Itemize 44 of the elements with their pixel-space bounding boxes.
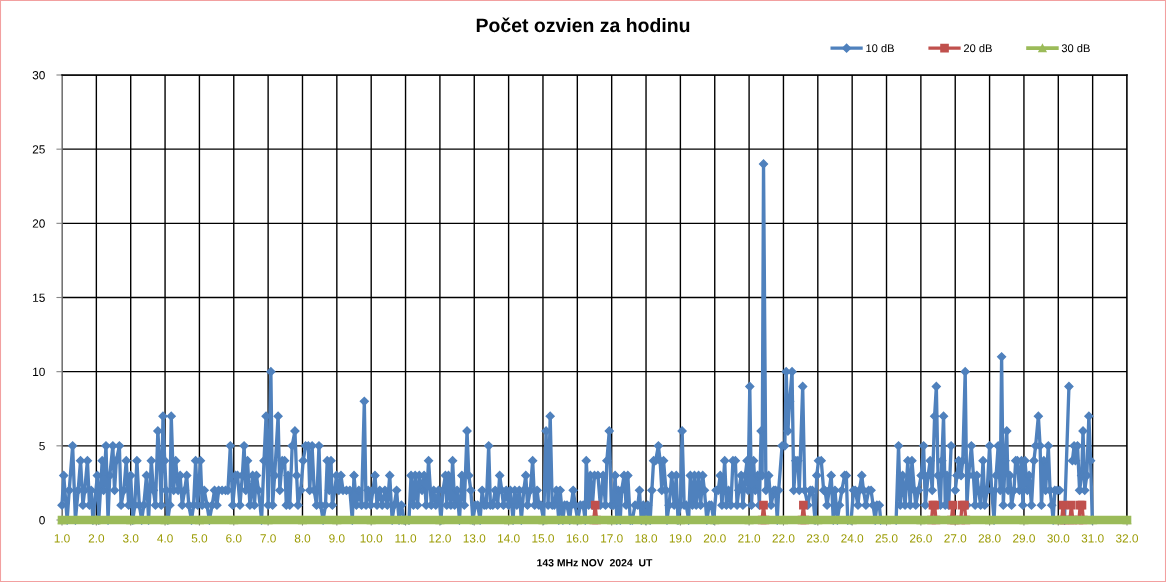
x-tick-label: 6.0 — [226, 534, 242, 543]
x-tick-label: 4.0 — [157, 534, 173, 543]
x-tick-label: 2.0 — [88, 534, 105, 543]
x-tick-label: 21.0 — [738, 534, 761, 543]
x-tick-label: 1.0 — [54, 534, 70, 543]
x-tick-label: 19.0 — [669, 534, 692, 543]
x-axis-title: 143 MHz NOV 2024 UT — [537, 559, 653, 567]
x-tick-label: 16.0 — [566, 534, 589, 543]
legend-label: 10 dB — [866, 44, 894, 53]
x-tick-label: 10.0 — [360, 534, 383, 543]
x-tick-label: 18.0 — [635, 534, 658, 543]
x-tick-label: 27.0 — [944, 534, 967, 543]
x-tick-label: 5.0 — [191, 534, 208, 543]
x-tick-label: 32.0 — [1115, 534, 1139, 543]
x-tick-label: 12.0 — [429, 534, 451, 543]
x-tick-label: 14.0 — [498, 534, 520, 543]
x-tick-label: 11.0 — [395, 534, 417, 543]
x-tick-label: 28.0 — [978, 534, 1001, 543]
y-tick-label: 25 — [32, 145, 45, 154]
y-tick-label: 15 — [33, 293, 45, 302]
y-tick-label: 10 — [33, 367, 45, 377]
y-tick-label: 20 — [32, 219, 45, 228]
x-tick-label: 3.0 — [122, 534, 139, 543]
x-tick-label: 26.0 — [909, 534, 932, 543]
chart-title: Počet ozvien za hodinu — [476, 17, 690, 33]
x-tick-label: 29.0 — [1013, 534, 1035, 543]
legend-label: 30 dB — [1061, 44, 1090, 53]
x-tick-label: 30.0 — [1047, 534, 1070, 543]
legend-label: 20 dB — [963, 44, 992, 53]
x-tick-label: 24.0 — [841, 534, 864, 543]
x-tick-label: 17.0 — [601, 534, 623, 543]
x-tick-label: 22.0 — [772, 534, 795, 543]
x-tick-label: 20.0 — [703, 534, 726, 543]
x-tick-label: 31.0 — [1081, 534, 1104, 543]
x-tick-label: 25.0 — [875, 534, 898, 543]
x-tick-label: 13.0 — [463, 534, 486, 543]
y-tick-label: 0 — [39, 516, 45, 525]
y-tick-label: 30 — [32, 71, 45, 80]
x-tick-label: 7.0 — [260, 534, 276, 543]
x-tick-label: 8.0 — [294, 534, 311, 543]
y-tick-label: 5 — [39, 441, 45, 451]
x-tick-label: 15.0 — [532, 534, 554, 543]
x-tick-label: 9.0 — [329, 534, 345, 543]
x-tick-label: 23.0 — [806, 534, 829, 543]
